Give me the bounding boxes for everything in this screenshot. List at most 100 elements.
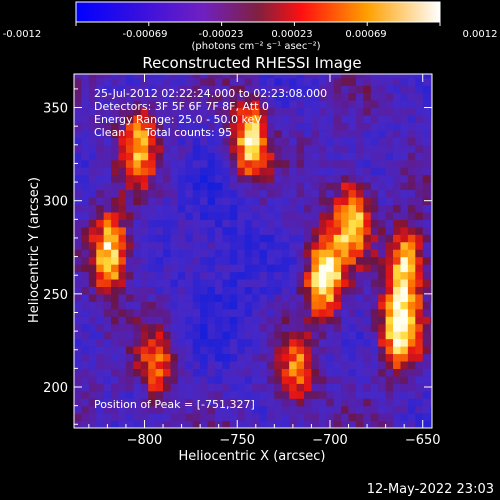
heatmap-cell	[385, 331, 394, 340]
heatmap-cell	[266, 211, 275, 220]
heatmap-cell	[311, 413, 320, 422]
heatmap-cell	[422, 182, 431, 191]
heatmap-cell	[407, 286, 416, 295]
heatmap-cell	[430, 316, 432, 325]
heatmap-cell	[88, 271, 97, 280]
heatmap-cell	[207, 92, 216, 101]
heatmap-cell	[370, 122, 379, 131]
heatmap-cell	[207, 226, 216, 235]
heatmap-cell	[266, 398, 275, 407]
heatmap-cell	[304, 308, 313, 317]
heatmap-cell	[274, 286, 283, 295]
heatmap-cell	[348, 174, 357, 183]
heatmap-cell	[148, 152, 157, 161]
heatmap-cell	[355, 360, 364, 369]
heatmap-cell	[177, 405, 186, 414]
heatmap-cell	[259, 100, 268, 109]
heatmap-cell	[170, 100, 179, 109]
heatmap-cell	[170, 114, 179, 124]
heatmap-cell	[207, 137, 216, 146]
heatmap-cell	[252, 122, 261, 131]
heatmap-cell	[281, 74, 290, 79]
heatmap-cell	[177, 137, 186, 146]
heatmap-cell	[140, 92, 149, 101]
heatmap-cell	[318, 77, 327, 86]
heatmap-cell	[103, 77, 112, 86]
heatmap-cell	[192, 249, 201, 258]
heatmap-cell	[118, 189, 127, 198]
heatmap-cell	[363, 316, 372, 325]
heatmap-cell	[111, 278, 120, 287]
heatmap-cell	[214, 137, 223, 146]
heatmap-cell	[207, 264, 216, 273]
heatmap-cell	[430, 211, 432, 220]
heatmap-cell	[222, 114, 231, 124]
heatmap-cell	[341, 420, 350, 428]
heatmap-cell	[103, 353, 112, 362]
heatmap-cell	[363, 159, 372, 168]
heatmap-cell	[133, 420, 142, 428]
heatmap-cell	[281, 301, 290, 310]
heatmap-cell	[415, 331, 424, 340]
heatmap-cell	[274, 77, 283, 86]
heatmap-cell	[155, 77, 164, 86]
heatmap-cell	[266, 167, 275, 176]
heatmap-cell	[177, 211, 186, 220]
heatmap-cell	[341, 338, 350, 347]
heatmap-cell	[88, 211, 97, 220]
heatmap-cell	[177, 308, 186, 317]
heatmap-cell	[378, 360, 387, 369]
heatmap-cell	[326, 196, 335, 206]
heatmap-cell	[207, 219, 216, 228]
heatmap-cell	[333, 278, 342, 287]
heatmap-cell	[281, 368, 290, 377]
heatmap-cell	[140, 308, 149, 317]
heatmap-cell	[111, 129, 120, 138]
heatmap-cell	[415, 114, 424, 124]
heatmap-cell	[96, 316, 105, 325]
heatmap-cell	[318, 390, 327, 399]
heatmap-cell	[318, 100, 327, 109]
heatmap-cell	[318, 85, 327, 94]
heatmap-cell	[81, 383, 90, 392]
heatmap-cell	[133, 144, 142, 153]
heatmap-cell	[103, 74, 112, 79]
heatmap-cell	[355, 234, 364, 243]
heatmap-cell	[200, 301, 209, 310]
heatmap-cell	[88, 100, 97, 109]
heatmap-cell	[148, 182, 157, 191]
heatmap-cell	[229, 219, 238, 228]
heatmap-cell	[393, 375, 402, 384]
heatmap-cell	[125, 331, 134, 340]
heatmap-cell	[289, 189, 298, 198]
heatmap-cell	[326, 159, 335, 168]
heatmap-cell	[237, 234, 246, 243]
heatmap-cell	[81, 152, 90, 161]
heatmap-cell	[207, 271, 216, 280]
heatmap-cell	[88, 316, 97, 325]
heatmap-cell	[355, 405, 364, 414]
heatmap-cell	[415, 368, 424, 377]
heatmap-cell	[348, 338, 357, 347]
heatmap-cell	[266, 375, 275, 384]
heatmap-cell	[185, 390, 194, 399]
heatmap-cell	[281, 77, 290, 86]
heatmap-cell	[185, 196, 194, 206]
heatmap-cell	[170, 182, 179, 191]
heatmap-cell	[274, 256, 283, 265]
heatmap-cell	[155, 159, 164, 168]
heatmap-cell	[125, 159, 134, 168]
heatmap-cell	[378, 390, 387, 399]
heatmap-cell	[96, 219, 105, 228]
heatmap-cell	[385, 219, 394, 228]
heatmap-cell	[81, 137, 90, 146]
heatmap-cell	[229, 196, 238, 206]
heatmap-cell	[289, 331, 298, 340]
heatmap-cell	[430, 256, 432, 265]
heatmap-cell	[422, 286, 431, 295]
heatmap-cell	[88, 174, 97, 183]
heatmap-cell	[155, 375, 164, 384]
heatmap-cell	[96, 405, 105, 414]
heatmap-cell	[74, 249, 83, 258]
heatmap-cell	[304, 293, 313, 302]
